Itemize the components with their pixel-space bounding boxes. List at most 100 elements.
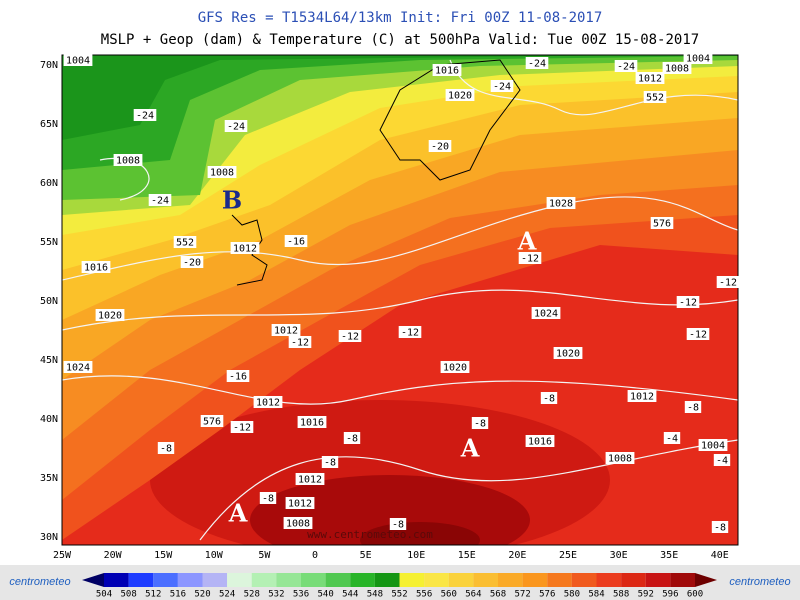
- longitude-label: 15W: [154, 550, 173, 561]
- temperature-label: -8: [474, 419, 486, 430]
- pressure-label-box: [295, 473, 325, 485]
- latitude-label: 70N: [40, 60, 58, 71]
- colorbar-swatch: [547, 573, 572, 587]
- colorbar-swatch: [301, 573, 326, 587]
- colorbar-swatch: [350, 573, 375, 587]
- temperature-label-box: [389, 518, 407, 530]
- pressure-label-box: [297, 416, 327, 428]
- temperature-label-box: [686, 328, 710, 340]
- colorbar-label: 576: [539, 590, 555, 600]
- pressure-label: 1012: [256, 398, 280, 409]
- pressure-label: 552: [646, 93, 664, 104]
- latitude-label: 50N: [40, 296, 58, 307]
- pressure-label: 1016: [528, 437, 552, 448]
- pressure-label-box: [698, 439, 728, 451]
- pressure-label-box: [63, 54, 93, 66]
- map-frame: [61, 54, 739, 546]
- pressure-label: 1016: [435, 66, 459, 77]
- temperature-label-box: [398, 326, 422, 338]
- pressure-label-box: [445, 89, 475, 101]
- colorbar-label: 508: [120, 590, 136, 600]
- field-band: [62, 55, 738, 200]
- temperature-label: -8: [262, 494, 274, 505]
- pressure-label-box: [605, 452, 635, 464]
- colorbar-swatch: [399, 573, 425, 587]
- pressure-label: 1008: [286, 519, 310, 530]
- pressure-label-box: [546, 197, 576, 209]
- longitude-label: 25E: [559, 550, 577, 561]
- colorbar-swatch: [177, 573, 203, 587]
- colorbar-label: 600: [687, 590, 703, 600]
- pressure-label: 576: [653, 219, 671, 230]
- colorbar-label: 584: [588, 590, 604, 600]
- colorbar-label: 564: [465, 590, 481, 600]
- longitude-label: 20W: [104, 550, 123, 561]
- colorbar-swatch: [374, 573, 400, 587]
- temperature-label: -24: [151, 196, 169, 207]
- colorbar-label: 560: [441, 590, 457, 600]
- temperature-label: -24: [617, 62, 635, 73]
- temperature-label: -20: [183, 258, 201, 269]
- pressure-label: 1020: [98, 311, 122, 322]
- colorbar-label: 504: [96, 590, 112, 600]
- latitude-label: 60N: [40, 178, 58, 189]
- temperature-label: -24: [227, 122, 245, 133]
- colorbar-swatch: [325, 573, 351, 587]
- pressure-label-box: [662, 62, 692, 74]
- colorbar-label: 580: [564, 590, 580, 600]
- colorbar-swatch: [202, 573, 228, 587]
- isobar: [449, 59, 738, 116]
- pressure-label: 1024: [66, 363, 90, 374]
- temperature-label-box: [321, 456, 339, 468]
- colorbar-label: 596: [662, 590, 678, 600]
- temperature-label-box: [525, 57, 549, 69]
- pressure-label: 1020: [556, 349, 580, 360]
- temperature-label-box: [711, 521, 729, 533]
- longitude-label: 10E: [407, 550, 425, 561]
- watermark: www.centrometeo.com: [307, 528, 433, 541]
- longitude-label: 15E: [458, 550, 476, 561]
- colorbar-swatch: [128, 573, 154, 587]
- temperature-label-box: [343, 432, 361, 444]
- temperature-label-box: [614, 60, 638, 72]
- pressure-label-box: [650, 217, 674, 229]
- temperature-label: -8: [324, 458, 336, 469]
- latitude-label: 55N: [40, 237, 58, 248]
- temperature-label-box: [684, 401, 702, 413]
- colorbar-label: 548: [367, 590, 383, 600]
- temperature-label: -12: [689, 330, 707, 341]
- colorbar-swatch: [424, 573, 449, 587]
- longitude-label: 35E: [660, 550, 678, 561]
- pressure-label-box: [285, 497, 315, 509]
- pressure-label: 1012: [630, 392, 654, 403]
- map-field: [62, 55, 738, 545]
- colorbar-swatch: [498, 573, 523, 587]
- temperature-label-box: [471, 417, 489, 429]
- pressure-label: 1020: [448, 91, 472, 102]
- colorbar: 504 508 512 516 520 524 528 532 536 540 544 548 552 5…: [9, 573, 791, 600]
- temperature-label-box: [716, 276, 740, 288]
- latitude-label: 45N: [40, 355, 58, 366]
- temperature-label-box: [540, 392, 558, 404]
- colorbar-label: 528: [244, 590, 260, 600]
- colorbar-label: 516: [170, 590, 186, 600]
- pressure-label: 552: [176, 238, 194, 249]
- logo: centrometeo: [9, 576, 70, 588]
- colorbar-swatch: [645, 573, 671, 587]
- temperature-label: -24: [528, 59, 546, 70]
- pressure-label-box: [627, 390, 657, 402]
- temperature-label: -4: [666, 434, 678, 445]
- pressure-label: 1016: [300, 418, 324, 429]
- colorbar-swatch: [621, 573, 646, 587]
- pressure-label: 1008: [210, 168, 234, 179]
- colorbar-label: 568: [490, 590, 506, 600]
- pressure-label-box: [207, 166, 237, 178]
- temperature-label-box: [148, 194, 172, 206]
- pressure-label: 1012: [274, 326, 298, 337]
- colorbar-swatch: [571, 573, 597, 587]
- temperature-label: -12: [521, 254, 539, 265]
- temperature-label-box: [224, 120, 248, 132]
- pressure-label-box: [81, 261, 111, 273]
- temperature-label: -24: [493, 82, 511, 93]
- colorbar-swatch: [153, 573, 178, 587]
